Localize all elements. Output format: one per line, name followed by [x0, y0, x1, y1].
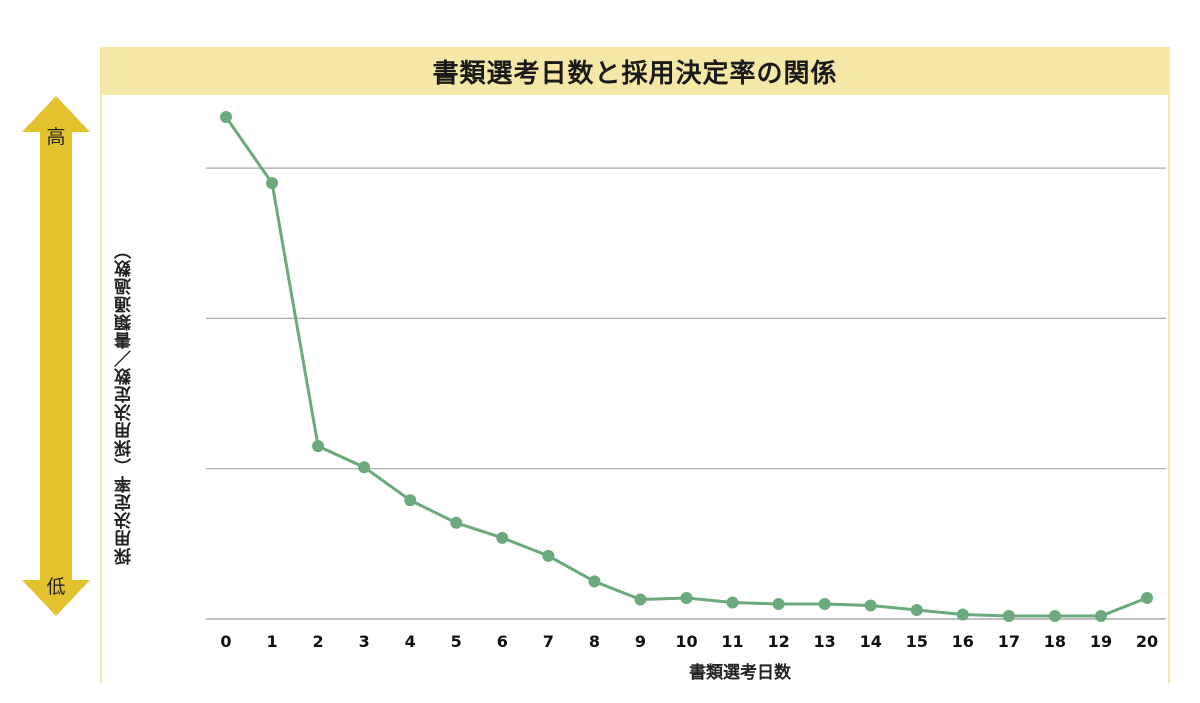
x-tick-label: 18: [1044, 632, 1066, 651]
data-point: [910, 603, 923, 616]
high-low-arrow: 高 低: [22, 96, 90, 616]
data-point: [404, 494, 417, 507]
data-point: [312, 440, 325, 453]
data-point: [588, 575, 601, 588]
data-point: [1048, 609, 1061, 622]
x-tick-label: 13: [814, 632, 836, 651]
x-tick-label: 15: [906, 632, 928, 651]
data-point: [634, 593, 647, 606]
chart-title: 書類選考日数と採用決定率の関係: [432, 58, 838, 89]
x-tick-label: 0: [220, 632, 231, 651]
x-tick-label: 1: [266, 632, 277, 651]
x-tick-label: 7: [543, 632, 554, 651]
data-point: [542, 549, 555, 562]
chart-panel: [100, 47, 1170, 683]
x-tick-label: 14: [860, 632, 882, 651]
data-point: [1002, 609, 1015, 622]
x-tick-label: 12: [767, 632, 789, 651]
y-low-label: 低: [46, 576, 66, 598]
x-tick-label: 9: [635, 632, 646, 651]
data-point: [450, 516, 463, 529]
x-tick-label: 6: [497, 632, 508, 651]
data-point: [956, 608, 969, 621]
series-line: [224, 116, 1148, 618]
x-tick-label: 17: [998, 632, 1020, 651]
x-tick-label: 3: [359, 632, 370, 651]
data-point: [266, 177, 279, 190]
data-point: [496, 531, 509, 544]
data-point: [772, 597, 785, 610]
series-points: [220, 111, 1153, 622]
data-point: [1141, 591, 1153, 604]
x-tick-label: 2: [313, 632, 324, 651]
x-tick-label: 11: [721, 632, 743, 651]
data-point: [864, 599, 877, 612]
data-point: [680, 591, 693, 604]
chart-title-bar: 書類選考日数と採用決定率の関係: [100, 47, 1170, 95]
x-tick-labels: 0 1 2 3 4 5 6 7 8 9 10 11 12 13 14 15 16 17 18 19 20: [220, 632, 1158, 651]
x-tick-label: 16: [952, 632, 974, 651]
x-tick-label: 8: [589, 632, 600, 651]
x-tick-label: 10: [675, 632, 697, 651]
data-point: [358, 461, 371, 474]
data-point: [726, 596, 739, 609]
data-point: [220, 111, 232, 124]
x-axis-label: 書類選考日数: [689, 663, 791, 683]
x-tick-label: 4: [405, 632, 416, 651]
x-tick-label: 5: [451, 632, 462, 651]
x-tick-label: 19: [1090, 632, 1112, 651]
data-point: [1094, 609, 1107, 622]
data-point: [818, 597, 831, 610]
x-tick-label: 20: [1136, 632, 1158, 651]
double-arrow-icon: [22, 96, 90, 616]
grid-lines: [206, 167, 1166, 620]
y-high-label: 高: [46, 126, 66, 148]
